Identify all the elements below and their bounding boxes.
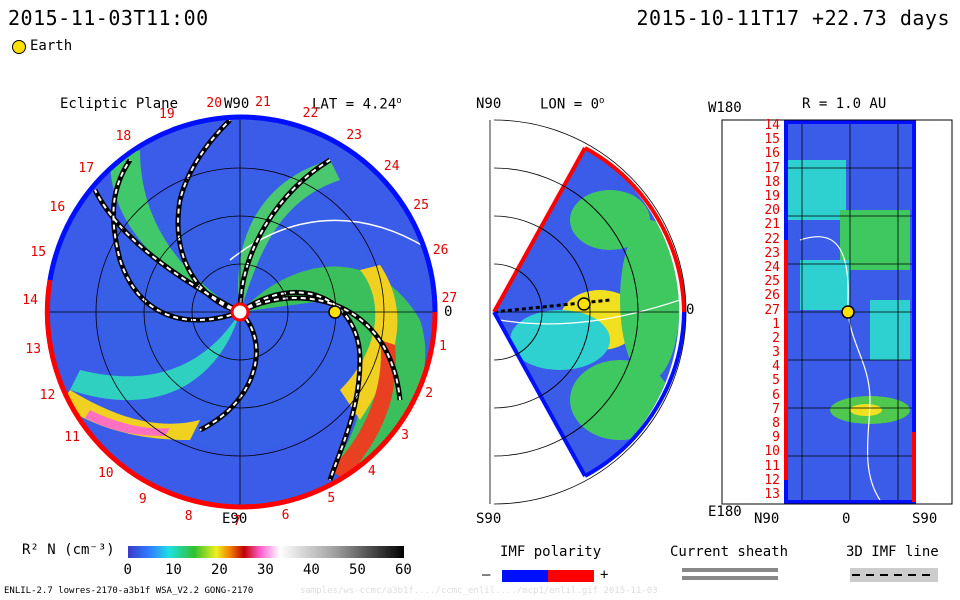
ecliptic-tick-label: 14: [22, 293, 38, 308]
meridional-lon: LON = 0o: [540, 96, 605, 113]
ecliptic-tick-label: 9: [138, 492, 147, 508]
radial-tick-label: 11: [764, 458, 780, 474]
radial-tick-label: 12: [764, 472, 780, 488]
radial-tick-label: 15: [764, 132, 780, 148]
colorbar-tick-label: 40: [303, 562, 320, 578]
colorbar-tick-label: 0: [123, 562, 132, 578]
ecliptic-tick-label: 12: [39, 388, 56, 404]
radial-tick-label: 24: [764, 259, 780, 275]
radial-tick-label: 27: [764, 302, 780, 318]
radial-tick-label: 14: [764, 118, 780, 133]
radial-tick-label: 26: [764, 288, 780, 304]
imf-positive-swatch: [548, 570, 594, 582]
radial-bottom-n: N90: [754, 511, 780, 527]
ecliptic-bottom-label: E90: [222, 511, 248, 527]
earth-marker-meridional: [577, 297, 591, 311]
ecliptic-tick-label: 5: [327, 491, 336, 507]
radial-bottom-zero: 0: [842, 511, 851, 527]
imf-negative-swatch: [502, 570, 548, 582]
ecliptic-tick-label: 7: [233, 513, 242, 529]
ecliptic-title: Ecliptic Plane: [60, 96, 179, 112]
colorbar-tick-label: 10: [165, 562, 182, 578]
ecliptic-tick-label: 20: [206, 95, 223, 111]
radial-tick-label: 17: [764, 160, 780, 176]
ecliptic-tick-label: 11: [64, 430, 80, 446]
model-info: ENLIL-2.7 lowres-2170-a3b1f WSA_V2.2 GON…: [4, 586, 254, 596]
radial-panel: [721, 119, 953, 505]
imf3d-title: 3D IMF line: [846, 544, 939, 560]
radial-tick-label: 10: [764, 444, 780, 460]
ecliptic-tick-label: 15: [30, 244, 47, 260]
ecliptic-tick-label: 2: [425, 386, 434, 402]
ecliptic-tick-label: 18: [115, 129, 132, 145]
ecliptic-tick-label: 8: [184, 508, 193, 524]
radial-tick-label: 3: [772, 345, 780, 361]
radial-tick-label: 22: [764, 231, 780, 247]
ecliptic-plane-panel: [44, 114, 438, 510]
ecliptic-tick-label: 27: [441, 290, 458, 306]
radial-title: R = 1.0 AU: [802, 96, 887, 112]
radial-tick-label: 21: [764, 217, 780, 233]
imf-minus-label: –: [482, 567, 491, 583]
meridional-right-label: 0: [686, 302, 695, 318]
radial-tick-label: 4: [772, 359, 780, 375]
radial-tick-label: 18: [764, 174, 780, 190]
radial-tick-label: 5: [772, 373, 780, 389]
ecliptic-lat: LAT = 4.24o: [312, 96, 402, 113]
ecliptic-top-label: W90: [224, 96, 250, 112]
ecliptic-right-label: 0: [444, 304, 453, 320]
watermark: samples/ws-ccmc/a3b1f..../ccmc_enlil....…: [300, 586, 658, 596]
earth-marker-radial: [841, 305, 855, 319]
ecliptic-tick-label: 26: [432, 242, 449, 258]
colorbar-tick-label: 30: [257, 562, 274, 578]
earth-marker-ecliptic: [328, 305, 342, 319]
radial-tick-label: 6: [772, 387, 780, 403]
sun-marker: [230, 302, 250, 322]
current-time: 2015-11-03T11:00: [8, 6, 209, 30]
ecliptic-tick-label: 16: [49, 200, 66, 216]
ecliptic-tick-label: 4: [367, 464, 376, 480]
colorbar-label: R² N (cm⁻³): [22, 542, 115, 558]
current-sheath-title: Current sheath: [670, 544, 789, 560]
colorbar-tick-label: 60: [395, 562, 412, 578]
run-time: 2015-10-11T17 +22.73 days: [636, 6, 950, 30]
radial-tick-label: 8: [772, 416, 780, 432]
radial-tick-label: 1: [772, 316, 780, 332]
colorbar-tick-label: 20: [211, 562, 228, 578]
ecliptic-tick-label: 25: [413, 197, 429, 213]
ecliptic-tick-label: 10: [97, 465, 114, 481]
earth-legend-label: Earth: [30, 38, 73, 54]
ecliptic-tick-label: 17: [78, 160, 95, 176]
meridional-top-label: N90: [476, 96, 502, 112]
earth-legend-icon: [12, 40, 26, 54]
radial-tick-label: 25: [764, 274, 780, 290]
radial-tick-label: 2: [772, 330, 780, 346]
ecliptic-tick-label: 3: [401, 428, 409, 444]
ecliptic-tick-label: 19: [159, 107, 175, 123]
imf-plus-label: +: [600, 567, 609, 583]
ecliptic-tick-label: 21: [255, 95, 271, 111]
colorbar-tick-label: 50: [349, 562, 366, 578]
radial-tick-label: 9: [772, 430, 780, 446]
ecliptic-tick-label: 13: [25, 341, 42, 357]
radial-tick-label: 13: [764, 487, 780, 502]
radial-tick-label: 19: [764, 188, 780, 204]
meridional-bottom-label: S90: [476, 511, 502, 527]
colorbar-gradient: [128, 546, 404, 558]
radial-tick-label: 16: [764, 146, 780, 162]
meridional-plane-panel: [489, 119, 687, 505]
ecliptic-tick-label: 22: [302, 106, 319, 122]
ecliptic-tick-label: 24: [383, 159, 400, 174]
imf-polarity-title: IMF polarity: [500, 544, 602, 560]
radial-top-left: W180: [708, 100, 742, 116]
radial-bottom-left: E180: [708, 504, 742, 520]
ecliptic-tick-label: 1: [439, 339, 447, 355]
ecliptic-tick-label: 6: [281, 508, 290, 524]
radial-tick-label: 23: [764, 245, 780, 261]
radial-tick-label: 7: [772, 401, 780, 417]
radial-tick-label: 20: [764, 203, 780, 219]
radial-bottom-s: S90: [912, 511, 938, 527]
ecliptic-tick-label: 23: [346, 127, 363, 143]
